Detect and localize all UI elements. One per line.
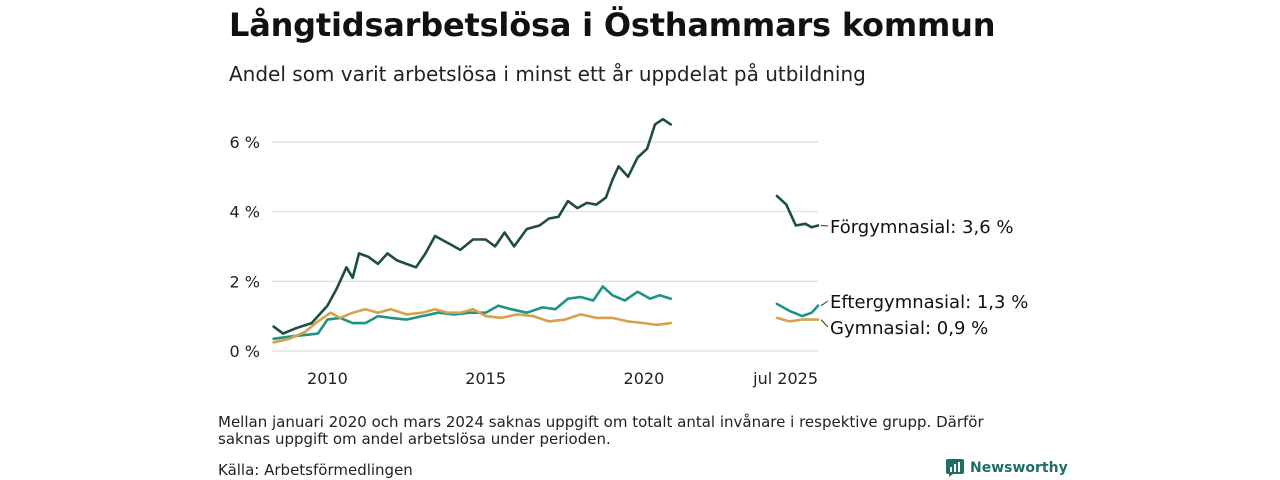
- series-line-gymnasial: [775, 316, 820, 323]
- series-end-label: Förgymnasial: 3,6 %: [830, 217, 1014, 238]
- label-leader-line: [820, 319, 829, 328]
- logo-text: Newsworthy: [970, 460, 1068, 476]
- source-text: Källa: Arbetsförmedlingen: [218, 461, 413, 479]
- label-leader-line: [820, 300, 829, 307]
- x-tick-label: 2010: [307, 369, 348, 388]
- chart-subtitle: Andel som varit arbetslösa i minst ett å…: [229, 62, 866, 86]
- series-end-label: Eftergymnasial: 1,3 %: [830, 292, 1028, 313]
- x-tick-label: jul 2025: [752, 369, 818, 388]
- bar-chart-icon: [946, 459, 964, 477]
- data-gap-note: Mellan januari 2020 och mars 2024 saknas…: [218, 413, 984, 448]
- series-line-gymnasial: [272, 307, 673, 344]
- y-tick-label: 0 %: [230, 342, 260, 361]
- y-tick-label: 2 %: [230, 272, 260, 291]
- newsworthy-logo: Newsworthy: [946, 458, 1068, 478]
- series-line-förgymnasial: [272, 117, 673, 335]
- y-tick-label: 4 %: [230, 203, 260, 222]
- series-end-label: Gymnasial: 0,9 %: [830, 318, 988, 339]
- series-line-förgymnasial: [775, 194, 820, 229]
- chart-title: Långtidsarbetslösa i Östhammars kommun: [229, 6, 996, 44]
- x-tick-label: 2020: [624, 369, 665, 388]
- x-tick-label: 2015: [465, 369, 506, 388]
- series-line-eftergymnasial: [775, 302, 820, 318]
- y-tick-label: 6 %: [230, 133, 260, 152]
